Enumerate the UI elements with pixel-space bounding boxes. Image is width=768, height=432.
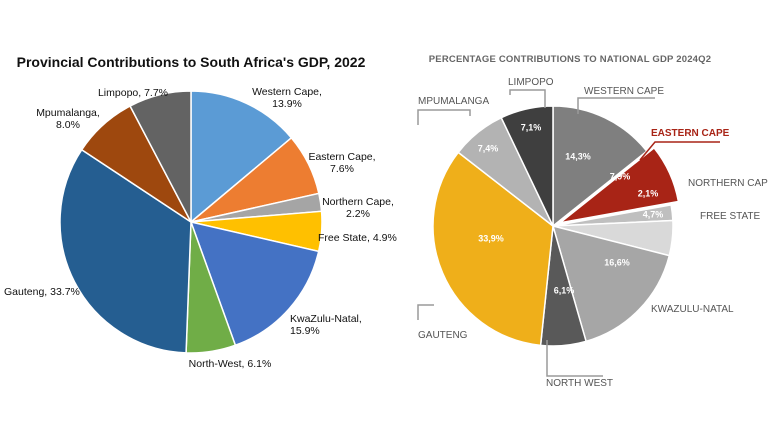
value-gauteng: 33,9% xyxy=(478,233,504,243)
leader-north-west xyxy=(546,340,603,377)
label-western-cape: WESTERN CAPE xyxy=(584,86,664,97)
value-kwazulu-natal: 16,6% xyxy=(604,257,630,267)
label-eastern-cape: Eastern Cape, 7.6% xyxy=(308,151,375,175)
label-mpumalanga: MPUMALANGA xyxy=(418,96,489,107)
label-gauteng: GAUTENG xyxy=(418,330,468,341)
leader-limpopo xyxy=(509,89,546,108)
label-kwazulu-natal: KWAZULU-NATAL xyxy=(651,304,734,315)
label-kwazulu-natal: KwaZulu-Natal, 15.9% xyxy=(290,313,362,337)
leader-gauteng xyxy=(417,304,434,320)
label-western-cape: Western Cape, 13.9% xyxy=(252,86,322,110)
value-western-cape: 14,3% xyxy=(565,151,591,161)
chart1-title: Provincial Contributions to South Africa… xyxy=(17,54,366,70)
value-free-state: 4,7% xyxy=(643,209,664,219)
value-north-west: 6,1% xyxy=(554,285,575,295)
chart1-labels: Western Cape, 13.9% Eastern Cape, 7.6% North… xyxy=(4,86,397,370)
slice-kwazulu-natal xyxy=(189,220,320,347)
value-limpopo: 7,1% xyxy=(521,122,542,132)
label-eastern-cape: EASTERN CAPE xyxy=(651,128,730,139)
slice-limpopo xyxy=(500,105,554,227)
slice-eastern-cape xyxy=(559,146,680,224)
chart2-labels: 14,3% WESTERN CAPE 7,9% EASTERN CAPE 2,1% NOR… xyxy=(418,77,768,389)
slice-western-cape xyxy=(190,90,293,224)
slice-kwazulu-natal xyxy=(551,224,671,343)
label-north-west: NORTH WEST xyxy=(546,378,613,389)
value-mpumalanga: 7,4% xyxy=(478,143,499,153)
leader-eastern-cape xyxy=(639,141,720,161)
slice-western-cape xyxy=(552,105,648,228)
chart2-title: PERCENTAGE CONTRIBUTIONS TO NATIONAL GDP… xyxy=(429,54,711,65)
label-northern-cape: NORTHERN CAPE xyxy=(688,178,768,189)
leader-mpumalanga xyxy=(417,109,471,125)
label-free-state: FREE STATE xyxy=(700,211,761,222)
leader-western-cape xyxy=(577,97,655,114)
label-limpopo: Limpopo, 7.7% xyxy=(98,87,168,99)
label-gauteng: Gauteng, 33.7% xyxy=(4,286,80,298)
slice-limpopo xyxy=(129,90,192,223)
label-northern-cape: Northern Cape, 2.2% xyxy=(322,196,394,220)
label-north-west: North-West, 6.1% xyxy=(189,358,272,370)
label-mpumalanga: Mpumalanga, 8.0% xyxy=(36,107,100,131)
value-northern-cape: 2,1% xyxy=(638,188,659,198)
slice-gauteng xyxy=(432,151,554,347)
value-eastern-cape: 7,9% xyxy=(610,171,631,181)
chart2-pie xyxy=(432,105,680,347)
chart2-leader-lines xyxy=(417,89,720,377)
label-limpopo: LIMPOPO xyxy=(508,77,554,88)
label-free-state: Free State, 4.9% xyxy=(318,232,397,244)
chart1-pie xyxy=(59,90,323,354)
